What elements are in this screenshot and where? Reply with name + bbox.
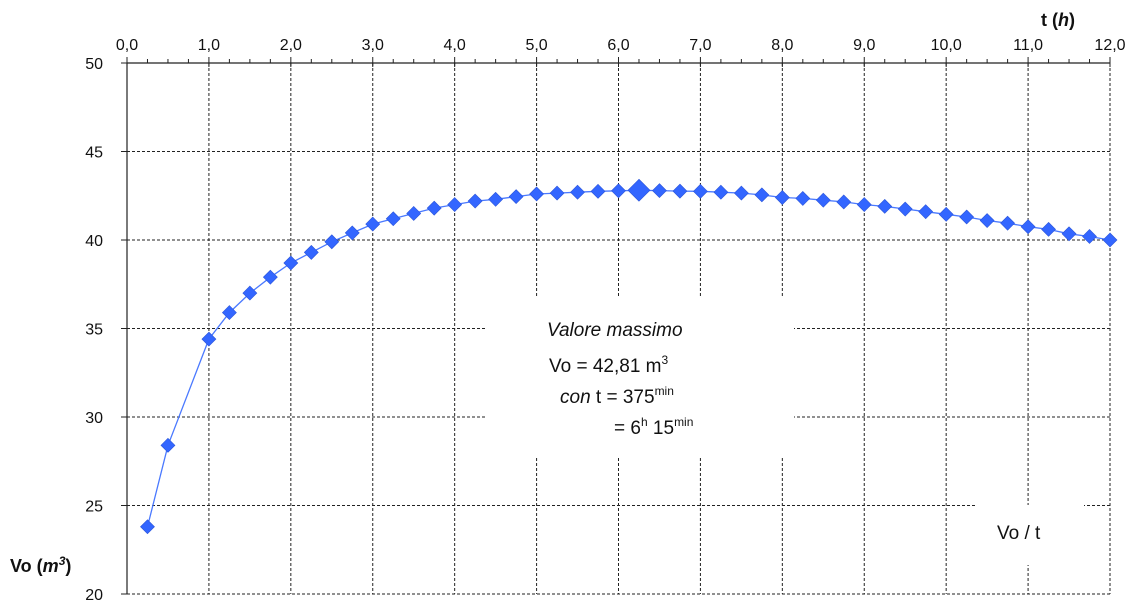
x-tick-label: 1,0 <box>198 37 220 54</box>
data-point <box>672 183 688 199</box>
data-point <box>365 216 381 232</box>
x-tick-label: 4,0 <box>444 37 466 54</box>
y-tick-label: 30 <box>85 410 103 427</box>
y-tick-label: 20 <box>85 587 103 601</box>
data-point <box>385 211 401 227</box>
data-point <box>201 331 217 347</box>
data-point <box>1000 215 1016 231</box>
annotation-heading: Valore massimo <box>547 320 683 341</box>
y-tick-label: 50 <box>85 56 103 73</box>
y-tick-label: 25 <box>85 499 103 516</box>
y-axis-ticks: 20 25 30 35 40 45 50 <box>85 56 127 601</box>
data-point <box>467 193 483 209</box>
data-point <box>160 437 176 453</box>
data-point <box>508 189 524 205</box>
data-point <box>979 213 995 228</box>
data-point <box>140 519 155 535</box>
x-tick-label: 5,0 <box>525 37 547 54</box>
x-tick-label: 9,0 <box>853 37 875 54</box>
data-point <box>1082 229 1097 244</box>
x-tick-label: 2,0 <box>280 37 302 54</box>
x-tick-label: 0,0 <box>116 37 138 54</box>
annotation-vo: Vo = 42,81 m3 <box>549 353 669 377</box>
x-axis-ticks: 0,0 1,0 2,0 3,0 4,0 5,0 6,0 7,0 8,0 9,0 10,0 11,0 12… <box>116 37 1126 67</box>
data-point <box>488 191 504 207</box>
data-points <box>140 178 1118 535</box>
data-point <box>549 185 565 201</box>
data-point <box>836 194 852 210</box>
data-point <box>611 183 626 199</box>
data-point <box>447 197 463 213</box>
data-point <box>877 198 893 214</box>
y-tick-label: 45 <box>85 145 103 162</box>
data-point <box>959 209 975 225</box>
x-tick-label: 3,0 <box>362 37 384 54</box>
data-point <box>590 183 606 199</box>
data-point <box>324 234 340 250</box>
data-point <box>570 184 585 200</box>
data-point <box>774 190 790 205</box>
data-point <box>426 200 442 216</box>
x-tick-label: 12,0 <box>1094 37 1125 54</box>
data-point <box>262 269 278 285</box>
data-point <box>1061 226 1077 242</box>
annotation-box: Valore massimo Vo = 42,81 m3 con t = 375… <box>485 298 794 458</box>
y-axis-title: Vo (m3) <box>10 554 71 576</box>
data-point <box>1041 221 1056 237</box>
data-point <box>221 305 237 320</box>
data-point <box>754 187 770 203</box>
data-point <box>897 201 913 217</box>
x-tick-label: 11,0 <box>1013 37 1043 54</box>
data-point <box>344 225 360 241</box>
data-point <box>1102 232 1118 248</box>
max-data-point <box>627 178 651 202</box>
x-tick-label: 8,0 <box>771 37 793 54</box>
data-point <box>795 190 811 206</box>
x-tick-label: 7,0 <box>689 37 711 54</box>
data-point <box>303 244 319 260</box>
x-axis-title: t (h) <box>1041 10 1075 30</box>
data-point <box>856 197 872 213</box>
annotation-time-min: con t = 375min <box>560 384 674 408</box>
y-tick-label: 40 <box>85 233 103 250</box>
data-point <box>242 285 258 301</box>
data-point <box>652 183 667 199</box>
legend-label: Vo / t <box>997 523 1041 544</box>
data-point <box>713 184 729 200</box>
y-tick-label: 35 <box>85 322 103 339</box>
data-point <box>815 192 831 208</box>
x-tick-label: 10,0 <box>931 37 962 54</box>
data-point <box>406 206 422 221</box>
data-point <box>692 183 708 199</box>
data-point <box>938 206 954 222</box>
data-point <box>733 185 749 201</box>
data-point <box>1020 219 1036 235</box>
data-point <box>283 255 299 271</box>
legend: Vo / t <box>975 505 1084 565</box>
data-point <box>918 204 934 220</box>
x-tick-label: 6,0 <box>607 37 629 54</box>
data-point <box>529 186 545 202</box>
annotation-time-hours: = 6h 15min <box>614 415 694 439</box>
